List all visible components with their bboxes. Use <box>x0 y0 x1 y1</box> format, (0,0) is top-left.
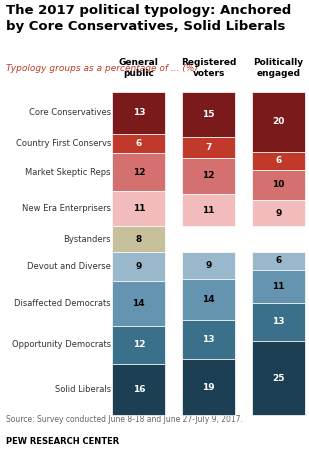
Text: 14: 14 <box>133 299 145 308</box>
Text: 19: 19 <box>202 383 215 392</box>
Text: Devout and Diverse: Devout and Diverse <box>27 262 111 271</box>
FancyBboxPatch shape <box>112 364 165 415</box>
Text: 6: 6 <box>275 256 281 265</box>
FancyBboxPatch shape <box>112 326 165 364</box>
FancyBboxPatch shape <box>112 153 165 191</box>
Text: 11: 11 <box>272 282 285 291</box>
Text: 13: 13 <box>202 335 215 344</box>
FancyBboxPatch shape <box>252 200 305 226</box>
Text: 15: 15 <box>202 110 215 119</box>
FancyBboxPatch shape <box>252 152 305 170</box>
Text: Typology groups as a percentage of ... (%): Typology groups as a percentage of ... (… <box>6 64 198 73</box>
FancyBboxPatch shape <box>182 359 235 415</box>
Text: Core Conservatives: Core Conservatives <box>29 108 111 117</box>
Text: 12: 12 <box>133 340 145 349</box>
Text: 13: 13 <box>133 108 145 117</box>
FancyBboxPatch shape <box>112 134 165 153</box>
Text: 13: 13 <box>272 317 285 326</box>
Text: 9: 9 <box>136 262 142 271</box>
Text: 14: 14 <box>202 295 215 304</box>
Text: 6: 6 <box>136 139 142 148</box>
Text: Market Skeptic Reps: Market Skeptic Reps <box>26 167 111 176</box>
Text: Solid Liberals: Solid Liberals <box>55 385 111 394</box>
FancyBboxPatch shape <box>252 92 305 152</box>
Text: PEW RESEARCH CENTER: PEW RESEARCH CENTER <box>6 437 120 446</box>
FancyBboxPatch shape <box>252 252 305 270</box>
FancyBboxPatch shape <box>112 226 165 252</box>
Text: Registered
voters: Registered voters <box>181 58 236 78</box>
Text: 9: 9 <box>275 208 281 217</box>
Text: Source: Survey conducted June 8-18 and June 27-July 9, 2017.: Source: Survey conducted June 8-18 and J… <box>6 415 243 424</box>
FancyBboxPatch shape <box>112 252 165 281</box>
Text: 9: 9 <box>205 261 212 270</box>
Text: 16: 16 <box>133 385 145 394</box>
FancyBboxPatch shape <box>252 270 305 303</box>
Text: 20: 20 <box>272 118 285 127</box>
FancyBboxPatch shape <box>182 92 235 137</box>
FancyBboxPatch shape <box>252 170 305 200</box>
Text: New Era Enterprisers: New Era Enterprisers <box>22 204 111 213</box>
Text: 11: 11 <box>133 204 145 213</box>
FancyBboxPatch shape <box>182 158 235 194</box>
FancyBboxPatch shape <box>252 341 305 415</box>
Text: 7: 7 <box>205 143 212 152</box>
Text: Disaffected Democrats: Disaffected Democrats <box>14 299 111 308</box>
FancyBboxPatch shape <box>112 191 165 226</box>
Text: 11: 11 <box>202 206 215 215</box>
FancyBboxPatch shape <box>182 320 235 359</box>
FancyBboxPatch shape <box>182 137 235 158</box>
Text: Bystanders: Bystanders <box>63 235 111 244</box>
FancyBboxPatch shape <box>182 194 235 226</box>
Text: The 2017 political typology: Anchored
by Core Conservatives, Solid Liberals: The 2017 political typology: Anchored by… <box>6 4 291 33</box>
Text: Politically
engaged: Politically engaged <box>253 58 303 78</box>
Text: Opportunity Democrats: Opportunity Democrats <box>12 340 111 349</box>
FancyBboxPatch shape <box>182 252 235 279</box>
Text: Country First Conservs: Country First Conservs <box>16 139 111 148</box>
Text: 25: 25 <box>272 374 285 383</box>
Text: 10: 10 <box>272 180 285 189</box>
Text: 12: 12 <box>202 171 215 180</box>
FancyBboxPatch shape <box>182 279 235 320</box>
Text: 8: 8 <box>136 235 142 244</box>
FancyBboxPatch shape <box>252 303 305 341</box>
FancyBboxPatch shape <box>112 92 165 134</box>
FancyBboxPatch shape <box>112 281 165 326</box>
Text: 12: 12 <box>133 167 145 176</box>
Text: 6: 6 <box>275 156 281 165</box>
Text: General
public: General public <box>119 58 159 78</box>
